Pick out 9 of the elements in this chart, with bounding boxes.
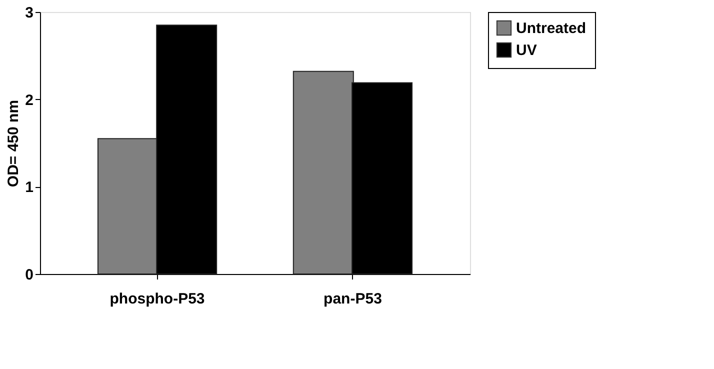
- legend-label: Untreated: [516, 20, 586, 37]
- y-tick-label: 0: [25, 266, 34, 284]
- x-tick-label: pan-P53: [324, 290, 382, 308]
- y-tick-label: 2: [25, 92, 34, 109]
- x-tick-label: phospho-P53: [110, 290, 205, 308]
- y-axis-title: OD= 450 nm: [5, 100, 22, 188]
- y-tick-label: 3: [25, 4, 34, 22]
- legend-label: UV: [516, 42, 537, 59]
- y-tick-label: 1: [25, 179, 34, 196]
